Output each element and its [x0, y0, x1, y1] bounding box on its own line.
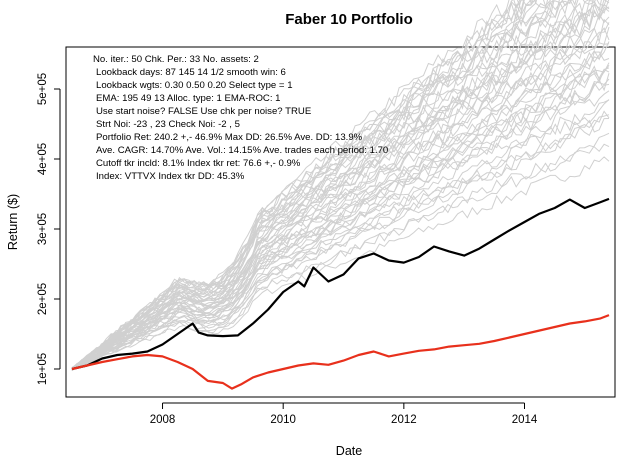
simulation-line — [71, 22, 610, 369]
y-tick-label: 1e+05 — [37, 353, 49, 385]
simulation-lines — [71, 0, 610, 372]
simulation-line — [71, 82, 610, 371]
y-tick-label: 3e+05 — [37, 213, 49, 245]
stats-line: Portfolio Ret: 240.2 +,- 46.9% Max DD: 2… — [96, 132, 363, 143]
simulation-line — [71, 78, 610, 369]
x-tick-label: 2012 — [391, 414, 417, 426]
x-axis-label: Date — [336, 444, 362, 458]
stats-line: Lookback days: 87 145 14 1/2 smooth win:… — [96, 67, 286, 78]
simulation-line — [71, 99, 610, 371]
x-axis: 2008 2010 2012 2014 — [150, 402, 538, 426]
index-line — [71, 314, 610, 390]
y-axis: 1e+05 2e+05 3e+05 4e+05 5e+05 — [37, 73, 61, 385]
simulation-line — [71, 68, 610, 370]
stats-line: EMA: 195 49 13 Alloc. type: 1 EMA-ROC: 1 — [96, 93, 281, 104]
stats-line: Ave. CAGR: 14.70% Ave. Vol.: 14.15% Ave.… — [96, 145, 388, 156]
portfolio-line — [71, 197, 610, 371]
y-tick-label: 4e+05 — [37, 143, 49, 175]
stats-line: Cutoff tkr incld: 8.1% Index tkr ret: 76… — [96, 158, 301, 169]
simulation-line — [71, 114, 610, 370]
simulation-line — [71, 0, 537, 369]
simulation-line — [71, 51, 610, 370]
series-lines — [71, 197, 610, 390]
simulation-line — [71, 0, 523, 370]
y-axis-label: Return ($) — [6, 194, 20, 250]
simulation-line — [71, 0, 572, 370]
simulation-line — [71, 118, 610, 369]
stats-annotation: No. iter.: 50 Chk. Per.: 33 No. assets: … — [93, 54, 388, 182]
plot-frame — [65, 46, 616, 398]
stats-line: No. iter.: 50 Chk. Per.: 33 No. assets: … — [93, 54, 259, 65]
stats-line: Lookback wgts: 0.30 0.50 0.20 Select typ… — [96, 80, 293, 91]
simulation-line — [71, 0, 590, 371]
y-tick-label: 5e+05 — [37, 73, 49, 105]
simulation-line — [71, 6, 610, 370]
simulation-line — [71, 41, 610, 370]
y-tick-label: 2e+05 — [37, 283, 49, 315]
simulation-line — [71, 6, 610, 370]
x-tick-label: 2014 — [512, 414, 538, 426]
stats-line: Strt Noi: -23 , 23 Check Noi: -2 , 5 — [96, 119, 240, 130]
x-tick-label: 2010 — [270, 414, 296, 426]
stats-line: Use start noise? FALSE Use chk per noise… — [96, 106, 311, 117]
x-tick-label: 2008 — [150, 414, 176, 426]
simulation-line — [71, 0, 533, 369]
chart-title: Faber 10 Portfolio — [285, 11, 413, 28]
simulation-line — [71, 143, 610, 369]
simulation-line — [71, 0, 610, 371]
stats-line: Index: VTTVX Index tkr DD: 45.3% — [96, 171, 245, 182]
simulation-line — [71, 0, 577, 371]
